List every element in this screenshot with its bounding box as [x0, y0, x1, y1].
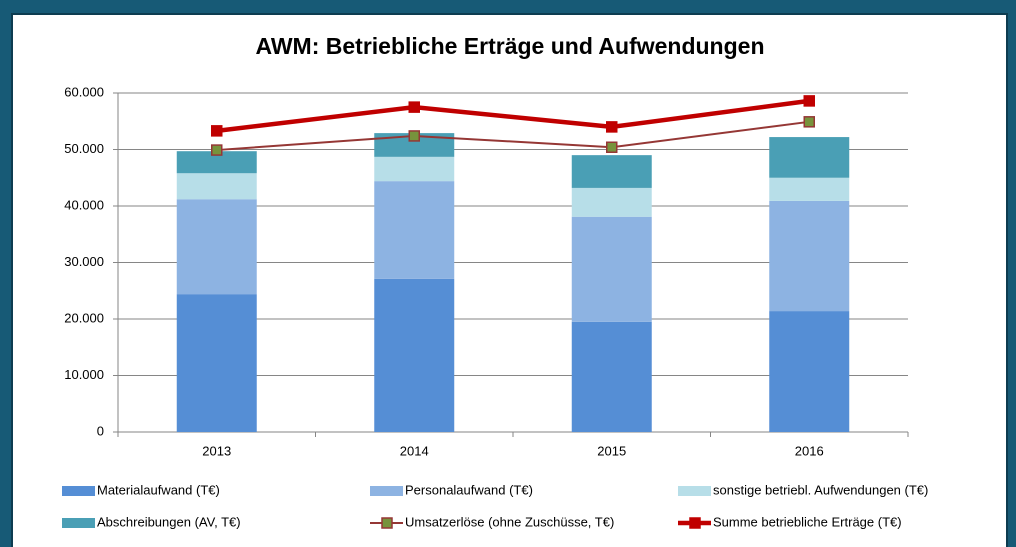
bar	[176, 199, 257, 295]
marker	[606, 121, 618, 133]
legend-label: Summe betriebliche Erträge (T€)	[713, 514, 902, 529]
legend-marker	[689, 517, 701, 529]
line	[216, 98, 810, 134]
bar	[769, 200, 850, 312]
marker	[211, 125, 223, 137]
marker	[803, 116, 815, 128]
bar	[176, 151, 257, 174]
marker	[211, 144, 223, 156]
x-tick-label: 2013	[202, 443, 231, 458]
y-tick-label: 60.000	[64, 84, 104, 99]
bar	[176, 294, 257, 432]
bar	[374, 278, 455, 432]
legend-label: sonstige betriebl. Aufwendungen (T€)	[713, 482, 928, 497]
bar	[769, 177, 850, 201]
marker	[408, 101, 420, 113]
x-tick-label: 2016	[795, 443, 824, 458]
y-tick-label: 50.000	[64, 141, 104, 156]
chart-title: AWM: Betriebliche Erträge und Aufwendung…	[256, 33, 765, 59]
bar	[571, 216, 652, 322]
y-tick-label: 10.000	[64, 367, 104, 382]
legend-swatch	[678, 486, 711, 496]
y-tick-label: 40.000	[64, 197, 104, 212]
y-tick-label: 0	[97, 423, 104, 438]
marker	[606, 141, 618, 153]
x-tick-label: 2015	[597, 443, 626, 458]
legend-label: Umsatzerlöse (ohne Zuschüsse, T€)	[405, 514, 614, 529]
marker	[803, 95, 815, 107]
legend-label: Personalaufwand (T€)	[405, 482, 533, 497]
bar	[374, 181, 455, 279]
bar	[769, 137, 850, 178]
legend-label: Materialaufwand (T€)	[97, 482, 220, 497]
line	[216, 120, 810, 152]
legend-swatch	[370, 486, 403, 496]
legend-swatch	[62, 518, 95, 528]
legend-label: Abschreibungen (AV, T€)	[97, 514, 241, 529]
bar	[769, 311, 850, 432]
bar	[176, 173, 257, 200]
y-tick-label: 20.000	[64, 310, 104, 325]
x-tick-label: 2014	[400, 443, 429, 458]
marker	[408, 130, 420, 142]
legend-marker	[381, 517, 393, 529]
bar	[571, 155, 652, 188]
chart-panel	[11, 13, 1008, 547]
bar	[374, 133, 455, 157]
y-tick-label: 30.000	[64, 254, 104, 269]
bar	[374, 156, 455, 182]
bar	[571, 187, 652, 217]
legend-swatch	[62, 486, 95, 496]
bar	[571, 321, 652, 432]
